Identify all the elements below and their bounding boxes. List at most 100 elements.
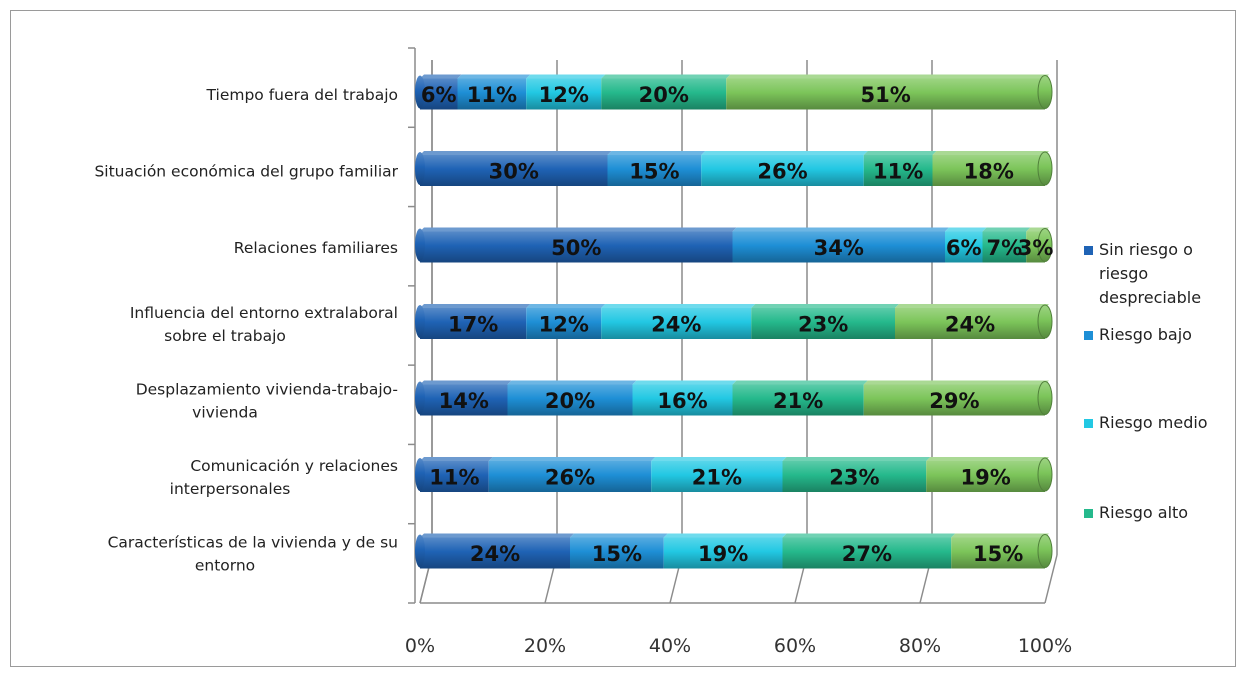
data-label: 11% xyxy=(467,83,517,107)
data-label: 19% xyxy=(698,542,748,566)
data-label: 15% xyxy=(592,542,642,566)
bar-segment xyxy=(570,537,664,569)
bar-end-cap xyxy=(1037,228,1053,262)
legend-swatch xyxy=(1084,331,1093,340)
bar-segment-top xyxy=(982,227,1031,232)
bar-segment xyxy=(607,155,702,186)
bar-segment-top xyxy=(488,457,656,461)
legend-label: Riesgo bajo xyxy=(1099,325,1192,344)
bar-segment xyxy=(863,155,933,186)
category-label: Situación económica del grupo familiar xyxy=(94,163,398,181)
x-tick-label: 60% xyxy=(774,635,816,657)
bar-segment xyxy=(726,78,1045,110)
bar-segment xyxy=(651,461,783,492)
category-label: Desplazamiento vivienda-trabajo- xyxy=(136,381,398,399)
x-tick-label: 40% xyxy=(649,635,691,657)
data-label: 23% xyxy=(829,466,879,490)
category-label: Influencia del entorno extralaboral xyxy=(130,304,398,322)
category-label: interpersonales xyxy=(170,480,291,498)
bar-segment-top xyxy=(601,74,731,79)
data-label: 17% xyxy=(448,313,498,337)
bar-start-cap xyxy=(415,305,425,338)
bar-segment xyxy=(420,308,527,339)
category-label: Comunicación y relaciones xyxy=(190,457,398,475)
bar-start-cap xyxy=(415,152,425,185)
bar-segment-top xyxy=(751,304,899,308)
bar-segment-top xyxy=(420,74,462,79)
bar-segment xyxy=(701,155,864,186)
bar-segment xyxy=(420,155,608,186)
bar-segment xyxy=(982,231,1027,263)
bar-segment xyxy=(420,231,733,263)
legend-label: riesgo xyxy=(1099,264,1148,283)
bar-start-cap xyxy=(415,458,425,491)
bar-end-cap xyxy=(1037,304,1053,339)
x-tick-label: 100% xyxy=(1018,635,1072,657)
bar-start-cap xyxy=(415,534,425,568)
bar-segment xyxy=(420,384,508,416)
bar-segment-top xyxy=(732,227,949,232)
bar-segment-top xyxy=(782,457,931,461)
bar-segment xyxy=(926,461,1045,492)
bar-segment xyxy=(601,78,727,110)
category-label: Características de la vivienda y de su xyxy=(108,534,398,552)
bar-segment-top xyxy=(457,74,531,79)
data-label: 15% xyxy=(973,542,1023,566)
bar-segment-top xyxy=(601,304,756,308)
data-label: 24% xyxy=(945,313,995,337)
data-label: 24% xyxy=(651,313,701,337)
bar-segment xyxy=(663,537,783,569)
bar-segment xyxy=(782,537,952,569)
legend-swatch xyxy=(1084,509,1093,518)
data-label: 14% xyxy=(439,389,489,413)
bar-segment-top xyxy=(863,151,937,155)
data-label: 20% xyxy=(545,389,595,413)
bar-segment-top xyxy=(895,304,1049,308)
data-label: 12% xyxy=(539,83,589,107)
bar-segment xyxy=(507,384,633,416)
legend-swatch xyxy=(1084,419,1093,428)
category-label: entorno xyxy=(195,557,255,575)
data-label: 20% xyxy=(639,83,689,107)
category-label: Tiempo fuera del trabajo xyxy=(206,86,398,104)
bar-segment xyxy=(895,308,1045,339)
data-label: 51% xyxy=(860,83,910,107)
bar-segment-top xyxy=(526,304,606,308)
data-label: 19% xyxy=(960,466,1010,490)
bar-segment-top xyxy=(507,380,637,385)
category-label: sobre el trabajo xyxy=(164,327,286,345)
bar-segment xyxy=(420,461,489,492)
legend-label: Sin riesgo o xyxy=(1099,240,1193,259)
data-label: 27% xyxy=(842,542,892,566)
bar-segment xyxy=(457,78,527,110)
bar-end-cap xyxy=(1037,151,1053,186)
data-label: 29% xyxy=(929,389,979,413)
x-tick-label: 0% xyxy=(405,635,435,657)
bar-start-cap xyxy=(415,228,425,262)
data-label: 23% xyxy=(798,313,848,337)
bar-segment-top xyxy=(951,533,1049,538)
bar-segment xyxy=(863,384,1045,416)
data-label: 11% xyxy=(429,466,479,490)
legend-swatch xyxy=(1084,246,1093,255)
bar-segment xyxy=(488,461,652,492)
bar-segment xyxy=(420,537,570,569)
bar-segment-top xyxy=(420,304,531,308)
data-label: 7% xyxy=(987,236,1023,260)
data-label: 3% xyxy=(1018,236,1054,260)
bar-segment xyxy=(951,537,1045,569)
bar-segment-top xyxy=(420,380,512,385)
bar-segment xyxy=(632,384,733,416)
bar-segment xyxy=(526,308,602,339)
bar-segment xyxy=(732,231,945,263)
bar-segment xyxy=(420,78,458,110)
x-tick-label: 80% xyxy=(899,635,941,657)
bar-segment xyxy=(782,461,927,492)
data-label: 11% xyxy=(873,160,923,184)
bar-segment-top xyxy=(926,457,1049,461)
category-label: vivienda xyxy=(192,404,258,422)
bar-end-cap xyxy=(1037,457,1053,492)
data-label: 6% xyxy=(421,83,457,107)
x-tick-label: 20% xyxy=(524,635,566,657)
